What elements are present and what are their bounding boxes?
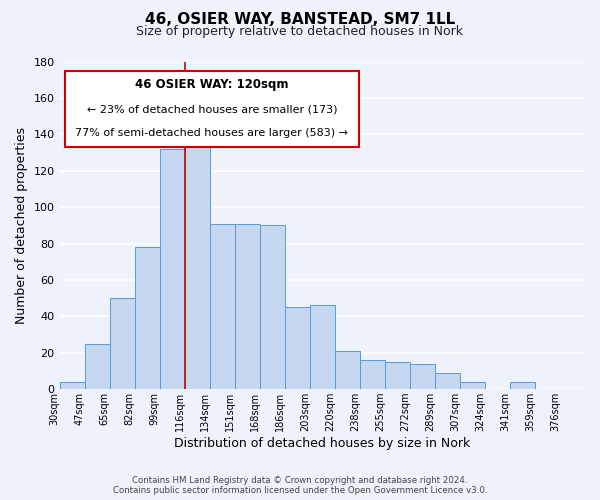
Bar (385, 362, 410, 389)
Bar (110, 298, 134, 389)
Bar (510, 382, 535, 389)
Y-axis label: Number of detached properties: Number of detached properties (15, 127, 28, 324)
Bar (435, 373, 460, 389)
Bar (360, 360, 385, 389)
Bar (209, 224, 235, 389)
Text: ← 23% of detached houses are smaller (173): ← 23% of detached houses are smaller (17… (86, 104, 337, 114)
Text: 77% of semi-detached houses are larger (583) →: 77% of semi-detached houses are larger (… (76, 128, 349, 138)
Bar (160, 149, 185, 389)
Text: Contains HM Land Registry data © Crown copyright and database right 2024.: Contains HM Land Registry data © Crown c… (132, 476, 468, 485)
Text: Size of property relative to detached houses in Nork: Size of property relative to detached ho… (137, 25, 464, 38)
Bar (460, 382, 485, 389)
Text: 46, OSIER WAY, BANSTEAD, SM7 1LL: 46, OSIER WAY, BANSTEAD, SM7 1LL (145, 12, 455, 28)
X-axis label: Distribution of detached houses by size in Nork: Distribution of detached houses by size … (174, 437, 470, 450)
Text: Contains public sector information licensed under the Open Government Licence v3: Contains public sector information licen… (113, 486, 487, 495)
Bar (335, 351, 360, 389)
Bar (260, 226, 285, 389)
Text: 46 OSIER WAY: 120sqm: 46 OSIER WAY: 120sqm (135, 78, 289, 92)
Bar (185, 138, 209, 389)
Bar (310, 306, 335, 389)
Bar (85, 344, 110, 389)
Bar (285, 307, 310, 389)
FancyBboxPatch shape (65, 72, 359, 146)
Bar (410, 364, 435, 389)
Bar (235, 224, 260, 389)
Bar (59, 382, 85, 389)
Bar (134, 247, 160, 389)
